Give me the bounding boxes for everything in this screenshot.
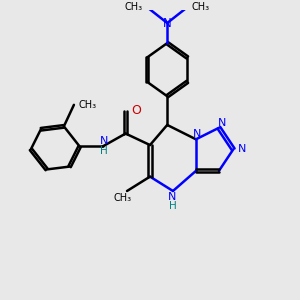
Text: H: H [169, 201, 177, 211]
Text: H: H [100, 146, 108, 156]
Text: CH₃: CH₃ [114, 193, 132, 203]
Text: N: N [238, 144, 246, 154]
Text: N: N [193, 129, 202, 139]
Text: CH₃: CH₃ [125, 2, 143, 12]
Text: CH₃: CH₃ [192, 2, 210, 12]
Text: N: N [163, 16, 172, 29]
Text: O: O [131, 104, 141, 117]
Text: N: N [100, 136, 108, 146]
Text: N: N [168, 192, 177, 202]
Text: CH₃: CH₃ [78, 100, 96, 110]
Text: N: N [218, 118, 226, 128]
